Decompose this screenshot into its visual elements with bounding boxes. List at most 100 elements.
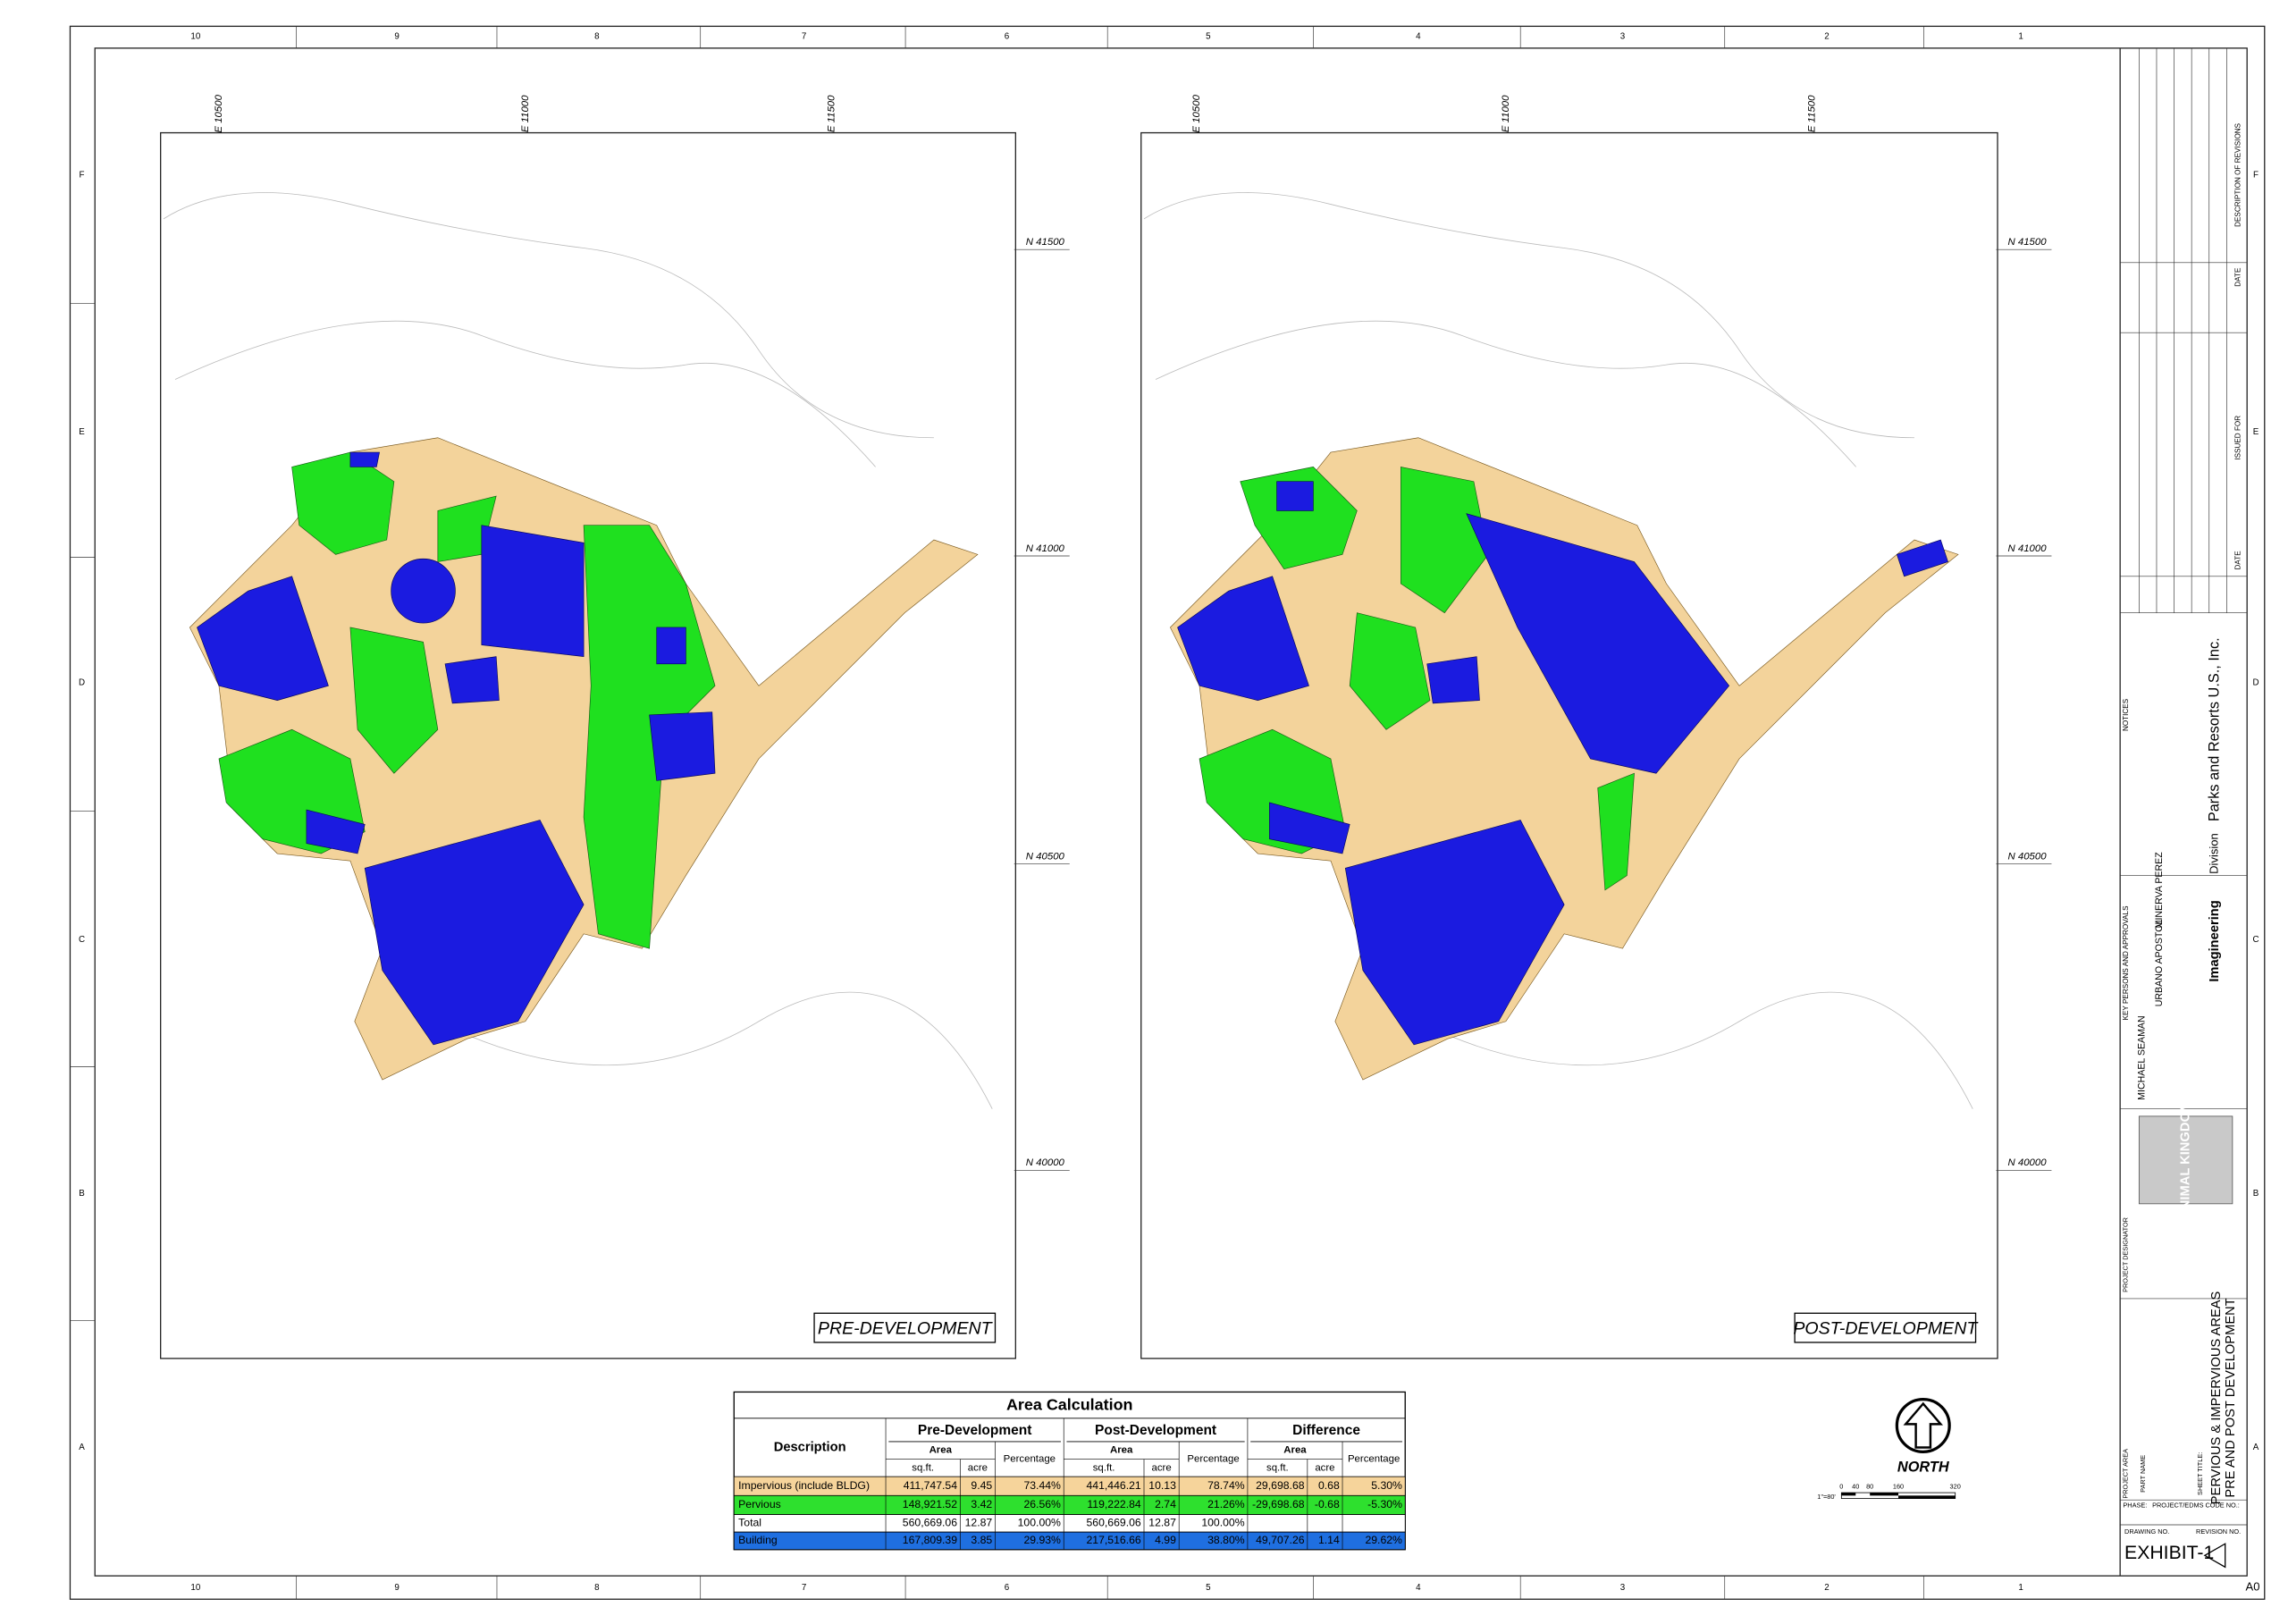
tb-label: ISSUED FOR bbox=[2234, 416, 2242, 460]
column-label: 10 bbox=[190, 1583, 200, 1593]
row-label: Impervious (include BLDG) bbox=[738, 1479, 870, 1492]
area-table: Area Calculation Description Pre-Developme… bbox=[733, 1391, 1406, 1551]
table-cell: -5.30% bbox=[1367, 1498, 1402, 1510]
table-subheader: Area bbox=[930, 1445, 953, 1456]
column-label: 10 bbox=[190, 31, 200, 41]
tb-logo: ANIMAL KINGDOM bbox=[2178, 1101, 2192, 1219]
table-cell: -29,698.68 bbox=[1252, 1498, 1305, 1510]
title-block bbox=[2119, 47, 2248, 1577]
building bbox=[1344, 820, 1565, 1046]
building bbox=[649, 711, 716, 781]
table-row bbox=[733, 1531, 1406, 1551]
tb-person: MICHAEL SEAMAN bbox=[2136, 1015, 2147, 1100]
building bbox=[1896, 539, 1948, 577]
tb-label: PART NAME bbox=[2139, 1455, 2147, 1493]
building bbox=[1466, 513, 1730, 774]
table-cell: -0.68 bbox=[1315, 1498, 1340, 1510]
row-label: D bbox=[79, 678, 85, 688]
column-label: 8 bbox=[594, 1583, 600, 1593]
column-label: 6 bbox=[1005, 31, 1010, 41]
row-label: F bbox=[2253, 170, 2259, 180]
table-subheader: acre bbox=[1151, 1462, 1171, 1473]
contour bbox=[1417, 991, 1973, 1109]
table-cell: 29,698.68 bbox=[1256, 1479, 1305, 1492]
tb-label: PROJECT/EDMS CODE NO.: bbox=[2152, 1502, 2240, 1510]
table-cell: 148,921.52 bbox=[903, 1498, 957, 1510]
building bbox=[364, 820, 585, 1046]
table-subheader: sq.ft. bbox=[912, 1462, 934, 1473]
scale-tick-label: 0 bbox=[1839, 1482, 1843, 1490]
easting-label: E 11500 bbox=[827, 95, 837, 132]
tb-label: NOTICES bbox=[2122, 698, 2130, 731]
table-cell: 29.93% bbox=[1023, 1534, 1061, 1546]
table-cell: 100.00% bbox=[1018, 1517, 1061, 1529]
column-label: 4 bbox=[1416, 31, 1421, 41]
building bbox=[349, 451, 380, 467]
tb-label: PROJECT DESIGNATOR bbox=[2122, 1217, 2130, 1292]
row-label: A bbox=[2253, 1443, 2259, 1452]
tb-label: PROJECT AREA bbox=[2122, 1449, 2130, 1499]
tb-person: URBANO APOSTOL bbox=[2154, 920, 2165, 1007]
column-label: 8 bbox=[594, 31, 600, 41]
table-subheader: Area bbox=[1283, 1445, 1307, 1456]
post-development-map bbox=[1169, 437, 1959, 1081]
scale-tick-label: 320 bbox=[1950, 1482, 1961, 1490]
pervious-area bbox=[349, 627, 439, 774]
table-cell: 49,707.26 bbox=[1256, 1534, 1305, 1546]
scale-tick-label: 160 bbox=[1893, 1482, 1904, 1490]
building bbox=[197, 576, 329, 701]
table-cell: 26.56% bbox=[1023, 1498, 1061, 1510]
scale-tick-label: 80 bbox=[1866, 1482, 1873, 1490]
panel-labels: E 10500 E 11000 E 11500 N 41500 N 41000 N 405… bbox=[214, 94, 2052, 1343]
northing-label: N 41500 bbox=[2007, 237, 2047, 248]
tb-person: MINERVA PEREZ bbox=[2154, 852, 2165, 929]
logo-box bbox=[2138, 1115, 2233, 1205]
table-cell: 21.26% bbox=[1207, 1498, 1245, 1510]
tb-division: Division bbox=[2208, 833, 2221, 874]
tb-sheet-size: A0 bbox=[2246, 1580, 2260, 1594]
northing-label: N 41000 bbox=[1026, 543, 1065, 554]
map-panel bbox=[1140, 131, 1998, 1359]
scale-note: 1"=80' bbox=[1817, 1493, 1836, 1501]
panel-title-box bbox=[1794, 1312, 1977, 1343]
tb-label: PHASE: bbox=[2123, 1502, 2147, 1510]
tb-company: Parks and Resorts U.S., Inc. bbox=[2207, 637, 2223, 821]
row-label: D bbox=[2252, 678, 2259, 688]
northing-label: N 40000 bbox=[1026, 1157, 1065, 1168]
building bbox=[1269, 802, 1350, 854]
table-cell: 217,516.66 bbox=[1087, 1534, 1141, 1546]
contour bbox=[1155, 320, 1856, 467]
north-arrow: NORTH bbox=[1840, 1397, 1956, 1500]
table-cell: 3.42 bbox=[971, 1498, 992, 1510]
table-cell: 560,669.06 bbox=[903, 1517, 957, 1529]
column-label: 1 bbox=[2018, 31, 2023, 41]
northing-label: N 40000 bbox=[2007, 1157, 2047, 1168]
pervious-area bbox=[1349, 612, 1431, 730]
table-cell: 441,446.21 bbox=[1087, 1479, 1141, 1492]
table-cell: 3.85 bbox=[971, 1534, 992, 1546]
revision-triangle bbox=[2203, 1543, 2226, 1569]
row-label: Total bbox=[738, 1517, 761, 1529]
table-group: Post-Development bbox=[1095, 1423, 1216, 1438]
table-cell: 4.99 bbox=[1155, 1534, 1176, 1546]
contour bbox=[437, 991, 993, 1109]
title-block-text: DESCRIPTION OF REVISIONS DATE ISSUED FOR… bbox=[2122, 122, 2260, 1593]
column-label: 9 bbox=[394, 31, 399, 41]
column-label: 4 bbox=[1416, 1583, 1421, 1593]
building bbox=[481, 525, 585, 658]
context-linework bbox=[163, 192, 1973, 1109]
column-label: 7 bbox=[802, 1583, 806, 1593]
scale-bar-segment bbox=[1870, 1493, 1899, 1496]
column-label: 2 bbox=[1824, 1583, 1829, 1593]
column-label: 6 bbox=[1005, 1583, 1010, 1593]
tb-label: DATE bbox=[2234, 551, 2242, 570]
building bbox=[444, 656, 500, 704]
scale-labels: 0 40 80 160 320 1"=80' bbox=[1817, 1482, 1960, 1500]
table-cell: 2.74 bbox=[1155, 1498, 1176, 1510]
scale-bar-segment bbox=[1898, 1495, 1956, 1499]
table-subheader: sq.ft. bbox=[1093, 1462, 1115, 1473]
panel-title: POST-DEVELOPMENT bbox=[1793, 1318, 1979, 1338]
tb-sheet-title: PRE AND POST DEVELOPMENT bbox=[2224, 1298, 2238, 1497]
panel-title: PRE-DEVELOPMENT bbox=[818, 1318, 994, 1338]
table-cell: 119,222.84 bbox=[1087, 1498, 1141, 1510]
